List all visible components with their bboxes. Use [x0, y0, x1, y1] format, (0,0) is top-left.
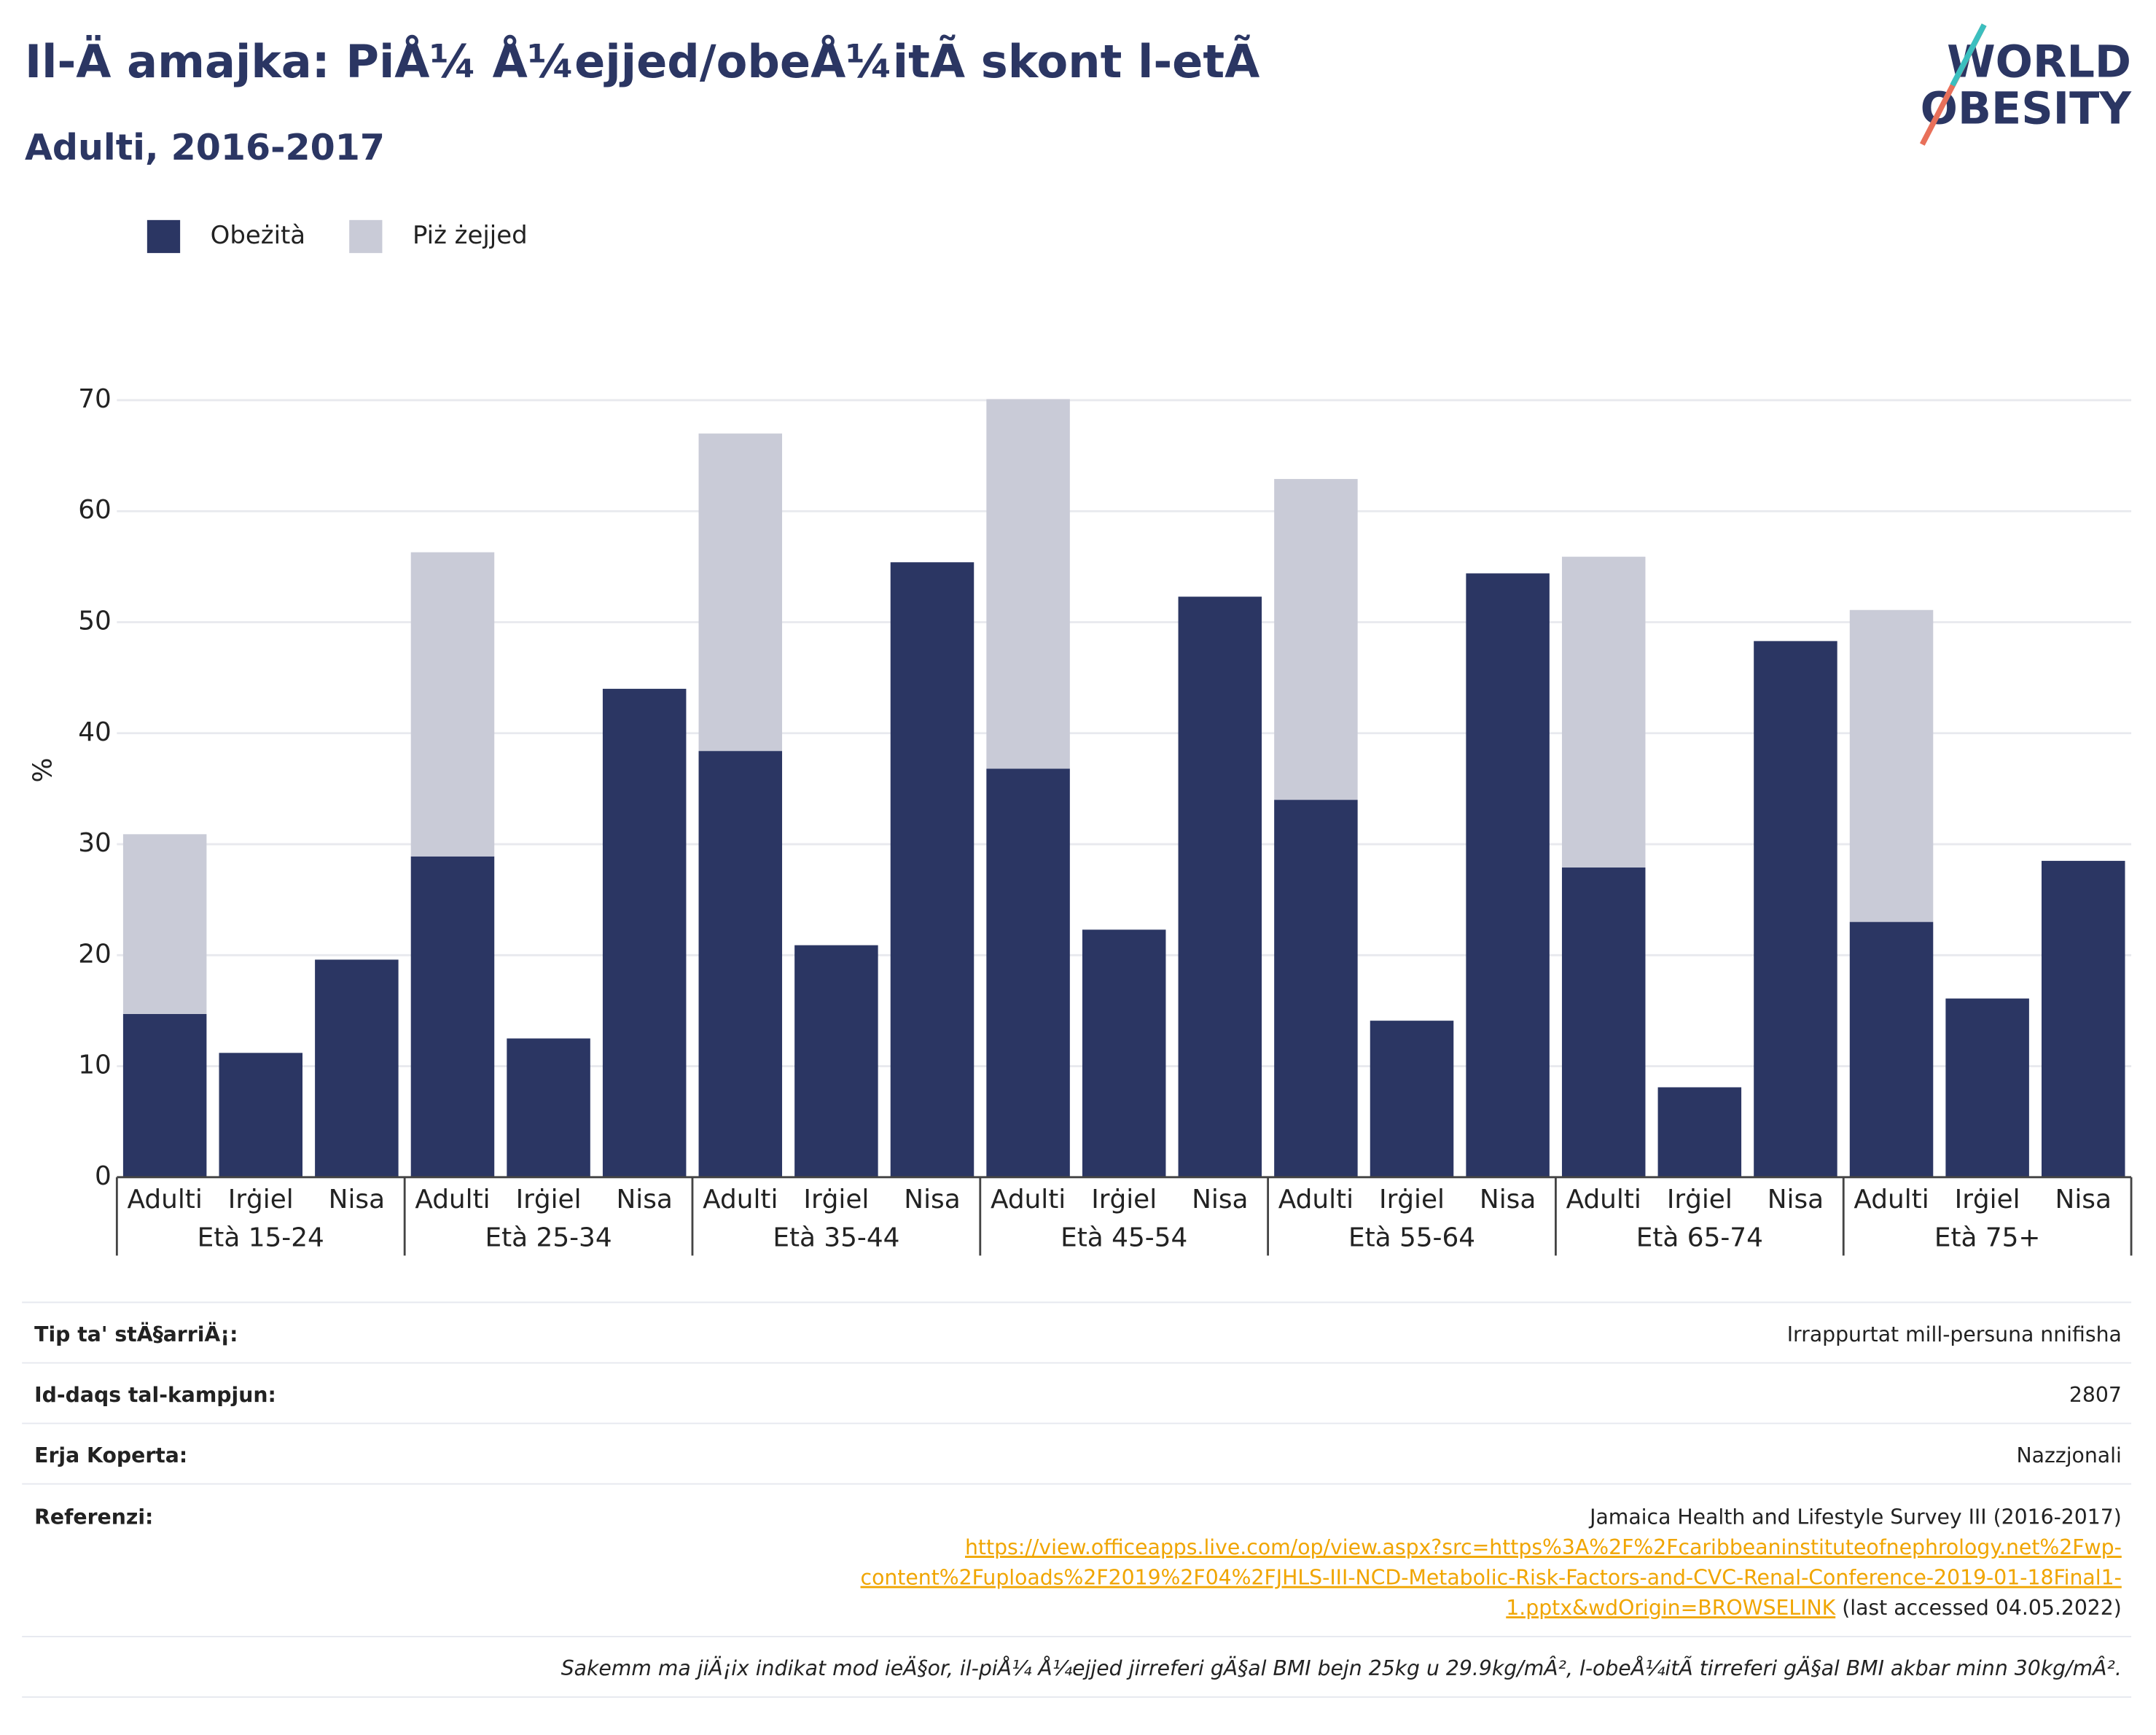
- bar-segment: [698, 433, 783, 752]
- bar-segment: [986, 399, 1070, 769]
- legend-swatch: [349, 219, 383, 254]
- x-tick-label: Adulti: [1854, 1185, 1929, 1214]
- x-tick-label: Irġiel: [1667, 1185, 1733, 1214]
- x-tick-label: Irġiel: [1955, 1185, 2020, 1214]
- x-tick-label: Adulti: [991, 1185, 1066, 1214]
- bar-segment: [890, 562, 975, 1177]
- x-tick-label: Nisa: [329, 1185, 385, 1214]
- y-tick-label: 0: [95, 1161, 112, 1191]
- x-tick-label: Adulti: [415, 1185, 490, 1214]
- x-tick-label: Nisa: [616, 1185, 672, 1214]
- x-tick-label: Irġiel: [803, 1185, 869, 1214]
- row-value: 2807: [2069, 1383, 2122, 1407]
- bar-segment: [1561, 868, 1646, 1177]
- bar-segment: [1561, 556, 1646, 868]
- group-label: Età 45-54: [1061, 1223, 1187, 1253]
- bar-segment: [1945, 998, 2029, 1177]
- x-tick-label: Adulti: [703, 1185, 778, 1214]
- bar-segment: [122, 834, 207, 1015]
- bar-segment: [794, 945, 878, 1177]
- bar-segment: [1082, 929, 1166, 1177]
- bar-segment: [1849, 921, 1934, 1177]
- x-tick-label: Irġiel: [1379, 1185, 1445, 1214]
- x-tick-label: Adulti: [128, 1185, 203, 1214]
- bar-segment: [2041, 860, 2125, 1177]
- bar-segment: [1657, 1087, 1742, 1177]
- row-value: Nazzjonali: [2017, 1443, 2122, 1467]
- bar-segment: [122, 1014, 207, 1177]
- legend-label: Obeżità: [211, 221, 305, 250]
- bar-segment: [1274, 479, 1358, 800]
- reference-link[interactable]: https://view.officeapps.live.com/op/view…: [965, 1535, 2122, 1559]
- y-tick-label: 10: [78, 1050, 112, 1080]
- group-label: Età 75+: [1934, 1223, 2041, 1253]
- x-tick-label: Nisa: [2055, 1185, 2112, 1214]
- y-tick-label: 60: [78, 495, 112, 525]
- y-axis-label: %: [28, 757, 58, 782]
- bar-segment: [507, 1038, 590, 1177]
- x-tick-label: Nisa: [1192, 1185, 1248, 1214]
- row-value: Irrappurtat mill-persuna nnifisha: [1787, 1322, 2122, 1346]
- group-label: Età 65-74: [1636, 1223, 1763, 1253]
- bar-segment: [1178, 596, 1262, 1177]
- bar-segment: [410, 552, 495, 857]
- bar-segment: [986, 768, 1070, 1177]
- reference-note: (last accessed 04.05.2022): [1835, 1596, 2122, 1620]
- row-label: Referenzi:: [34, 1505, 153, 1529]
- x-tick-label: Adulti: [1278, 1185, 1354, 1214]
- x-tick-label: Irġiel: [1091, 1185, 1157, 1214]
- x-tick-label: Irġiel: [516, 1185, 582, 1214]
- x-tick-label: Adulti: [1566, 1185, 1641, 1214]
- x-tick-label: Nisa: [1480, 1185, 1536, 1214]
- group-label: Età 25-34: [485, 1223, 612, 1253]
- bar-segment: [1370, 1021, 1454, 1177]
- bar-segment: [602, 688, 687, 1177]
- row-label: Tip ta' stÄ§arriÄ¡:: [34, 1322, 238, 1346]
- bar-segment: [1274, 800, 1358, 1177]
- row-label: Id-daqs tal-kampjun:: [34, 1383, 276, 1407]
- bar-segment: [219, 1053, 303, 1177]
- chart-title: Il-Ä amajka: PiÅ¼ Å¼ejjed/obeÅ¼itÃ skont…: [25, 35, 1259, 88]
- row-label: Erja Koperta:: [34, 1443, 187, 1467]
- bar-segment: [315, 959, 399, 1177]
- x-tick-label: Nisa: [1768, 1185, 1824, 1214]
- y-tick-label: 30: [78, 828, 112, 858]
- legend-label: Piż żejjed: [413, 221, 528, 250]
- logo-line2: OBESITY: [1921, 83, 2133, 134]
- reference-last-line: 1.pptx&wdOrigin=BROWSELINK (last accesse…: [1506, 1596, 2122, 1620]
- bar-segment: [410, 856, 495, 1177]
- bar-segment: [1466, 573, 1550, 1177]
- x-tick-label: Nisa: [904, 1185, 960, 1214]
- y-tick-label: 50: [78, 607, 112, 636]
- chart-subtitle: Adulti, 2016-2017: [25, 126, 385, 168]
- logo-line1: WORLD: [1947, 36, 2131, 87]
- bar-segment: [1754, 641, 1837, 1177]
- reference-text: Jamaica Health and Lifestyle Survey III …: [1588, 1505, 2122, 1529]
- footnote: Sakemm ma jiÄ¡ix indikat mod ieÄ§or, il-…: [561, 1656, 2122, 1680]
- group-label: Età 15-24: [198, 1223, 324, 1253]
- logo-slash-top: [1950, 23, 1987, 87]
- legend-swatch: [147, 219, 181, 254]
- y-tick-label: 40: [78, 717, 112, 747]
- reference-link[interactable]: content%2Fuploads%2F2019%2F04%2FJHLS-III…: [861, 1566, 2122, 1590]
- y-tick-label: 20: [78, 939, 112, 969]
- bar-segment: [1849, 609, 1934, 922]
- group-label: Età 55-64: [1348, 1223, 1475, 1253]
- reference-link[interactable]: 1.pptx&wdOrigin=BROWSELINK: [1506, 1596, 1836, 1620]
- bar-segment: [698, 751, 783, 1177]
- group-label: Età 35-44: [773, 1223, 899, 1253]
- y-tick-label: 70: [78, 384, 112, 414]
- x-tick-label: Irġiel: [228, 1185, 294, 1214]
